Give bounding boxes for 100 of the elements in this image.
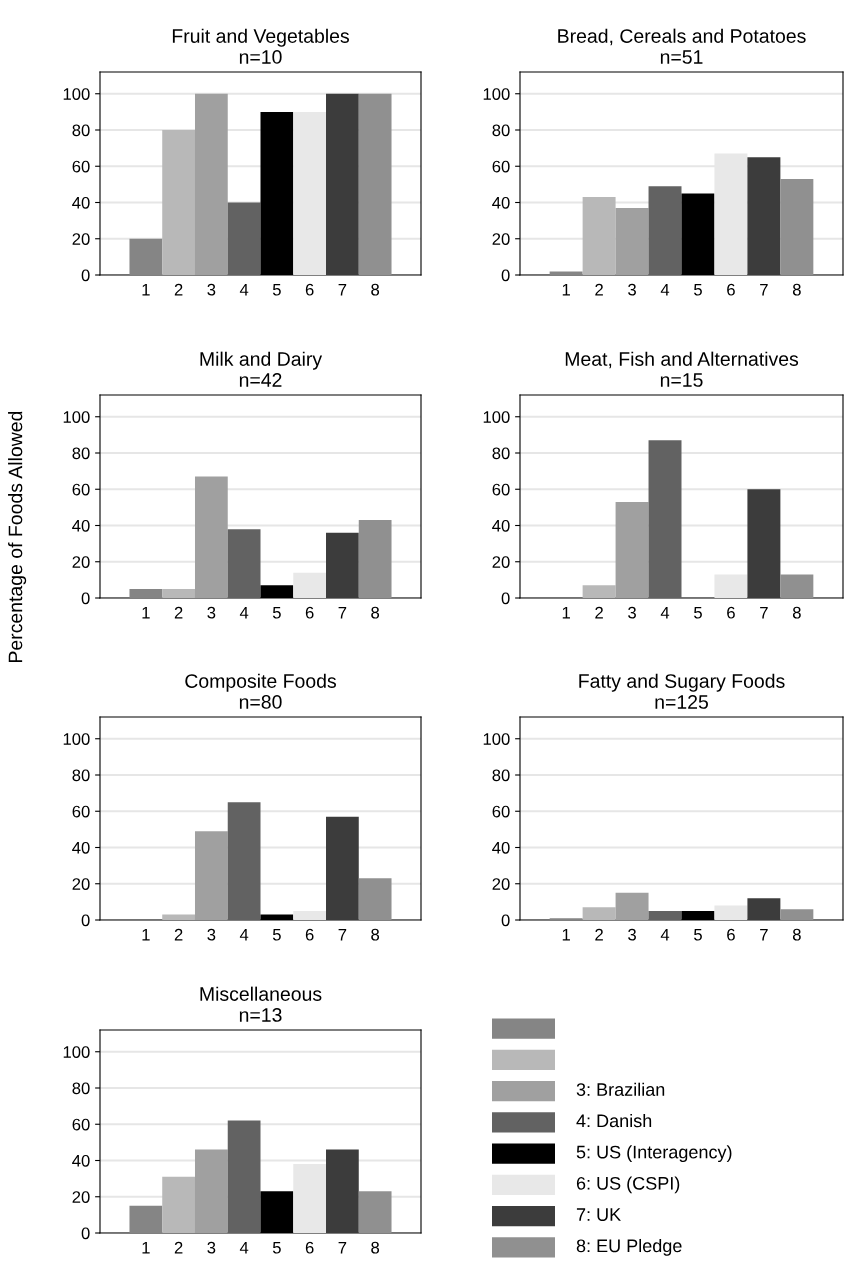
chart-title: Fatty and Sugary Foods (579, 673, 785, 692)
x-tick-label: 7 (338, 606, 347, 619)
bar (293, 572, 327, 598)
bar (358, 520, 392, 598)
bar (227, 802, 261, 920)
bar (714, 574, 748, 598)
x-tick-label: 1 (142, 1241, 150, 1254)
bar (648, 440, 682, 598)
x-tick-label: 8 (371, 1241, 380, 1254)
y-tick-label: 80 (72, 769, 90, 782)
bar (129, 238, 163, 275)
y-tick-label: 20 (72, 233, 90, 245)
y-tick-label: 0 (81, 914, 90, 927)
bar (358, 878, 392, 920)
y-tick-label: 100 (483, 733, 510, 745)
x-tick-label: 4 (660, 928, 670, 941)
y-tick-label: 40 (492, 196, 510, 209)
y-tick-label: 40 (492, 519, 510, 532)
y-tick-label: 100 (63, 1046, 90, 1058)
x-tick-label: 8 (371, 928, 380, 941)
bar (747, 489, 781, 598)
x-tick-label: 5 (272, 1241, 281, 1254)
y-tick-label: 80 (72, 1082, 90, 1095)
x-tick-label: 2 (174, 283, 183, 296)
bar (162, 914, 195, 920)
y-tick-label: 60 (492, 805, 510, 818)
bar (326, 1149, 359, 1233)
x-tick-label: 7 (760, 928, 768, 941)
x-tick-label: 7 (338, 283, 347, 296)
y-tick-label: 20 (72, 1191, 90, 1203)
x-tick-label: 1 (142, 606, 150, 619)
x-tick-label: 4 (239, 928, 249, 941)
bar (648, 910, 682, 920)
x-tick-label: 3 (207, 283, 216, 296)
chart-title: Fruit and Vegetables (172, 28, 349, 47)
y-tick-label: 20 (492, 556, 510, 568)
x-tick-label: 6 (727, 928, 735, 941)
x-tick-label: 2 (595, 606, 603, 619)
bar (582, 907, 616, 920)
y-tick-label: 100 (63, 411, 90, 423)
x-tick-label: 3 (207, 1241, 216, 1254)
y-tick-label: 80 (492, 447, 510, 460)
x-tick-label: 2 (595, 283, 603, 296)
chart-subtitle: n=15 (660, 373, 703, 387)
category-label: 3: Brazilian (576, 1082, 665, 1096)
bar (780, 574, 814, 598)
chart-subtitle: n=42 (239, 373, 282, 387)
y-tick-label: 100 (63, 733, 90, 745)
y-tick-label: 40 (72, 519, 90, 532)
y-tick-label: 60 (492, 483, 510, 496)
x-tick-label: 5 (272, 283, 281, 296)
bar (615, 501, 649, 598)
bar (162, 588, 195, 598)
bar (747, 898, 781, 920)
chart-subtitle: n=125 (655, 695, 708, 709)
chart-title: Miscellaneous (200, 986, 322, 1001)
x-tick-label: 6 (305, 1241, 314, 1254)
y-tick-label: 0 (81, 269, 90, 282)
x-tick-label: 3 (207, 928, 216, 941)
y-tick-label: 20 (492, 878, 510, 890)
y-tick-label: 100 (483, 411, 510, 423)
bar (326, 532, 359, 598)
x-tick-label: 3 (628, 283, 636, 296)
y-tick-label: 0 (501, 592, 510, 605)
y-tick-label: 0 (81, 1227, 90, 1240)
x-tick-label: 5 (694, 606, 702, 619)
bar (358, 1191, 392, 1233)
y-tick-label: 40 (72, 1154, 90, 1167)
x-tick-label: 3 (628, 606, 636, 619)
category-label: 4: Danish (576, 1113, 652, 1128)
bar (582, 585, 616, 598)
x-tick-label: 8 (792, 606, 801, 619)
chart-title: Composite Foods (185, 673, 336, 692)
bar (227, 202, 261, 275)
x-tick-label: 7 (760, 283, 768, 296)
bar (194, 93, 228, 275)
bar (162, 130, 195, 275)
x-tick-label: 4 (660, 283, 670, 296)
bar (293, 111, 327, 275)
chart-subtitle: n=80 (239, 695, 282, 709)
x-tick-label: 6 (727, 283, 735, 296)
category-label: 6: US (CSPI) (576, 1176, 680, 1194)
bar (326, 816, 359, 920)
x-tick-label: 8 (371, 283, 380, 296)
bar (194, 1149, 228, 1233)
bar (358, 93, 392, 275)
bar (747, 157, 781, 275)
y-tick-label: 0 (81, 592, 90, 605)
x-tick-label: 8 (792, 928, 801, 941)
chart-title: Milk and Dairy (200, 351, 323, 370)
y-tick-label: 60 (72, 1118, 90, 1131)
y-tick-label: 0 (501, 914, 510, 927)
x-tick-label: 6 (305, 928, 314, 941)
y-tick-label: 20 (72, 878, 90, 890)
bar (194, 831, 228, 920)
x-tick-label: 4 (239, 1241, 249, 1254)
category-label: 8: EU Pledge (576, 1238, 682, 1256)
y-tick-label: 40 (72, 196, 90, 209)
y-tick-label: 20 (492, 233, 510, 245)
x-tick-label: 5 (272, 928, 281, 941)
